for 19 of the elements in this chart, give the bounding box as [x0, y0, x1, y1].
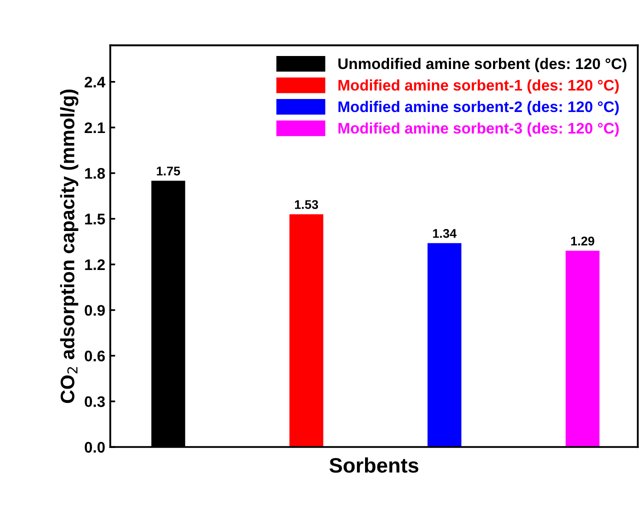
- y-tick-label: 1.2: [85, 259, 105, 270]
- legend-label: Modified amine sorbent-2 (des: 120 °C): [338, 100, 619, 116]
- legend-label: Modified amine sorbent-1 (des: 120 °C): [338, 79, 619, 94]
- y-tick-label: 0.3: [84, 396, 105, 408]
- data-label: 1.29: [571, 236, 594, 246]
- y-tick-label: 1.5: [85, 214, 105, 224]
- y-tick-label: 0.0: [84, 442, 105, 453]
- y-tick-label: 2.4: [84, 76, 106, 88]
- y-tick-label: 2.1: [84, 122, 105, 134]
- y-tick-label: 1.8: [85, 168, 105, 179]
- data-label: 1.75: [156, 166, 180, 176]
- data-label: 1.53: [294, 200, 318, 209]
- y-axis-title: CO$_{2}$ adsorption capacity (mmol/g): [60, 90, 78, 403]
- legend-label: Unmodified amine sorbent (des: 120 °C): [338, 58, 626, 72]
- y-tick-label: 0.9: [84, 304, 105, 316]
- data-label: 1.34: [433, 229, 457, 238]
- y-tick-label: 0.6: [84, 350, 105, 362]
- x-axis-title: Sorbents: [329, 457, 418, 473]
- legend-label: Modified amine sorbent-3 (des: 120 °C): [338, 122, 619, 137]
